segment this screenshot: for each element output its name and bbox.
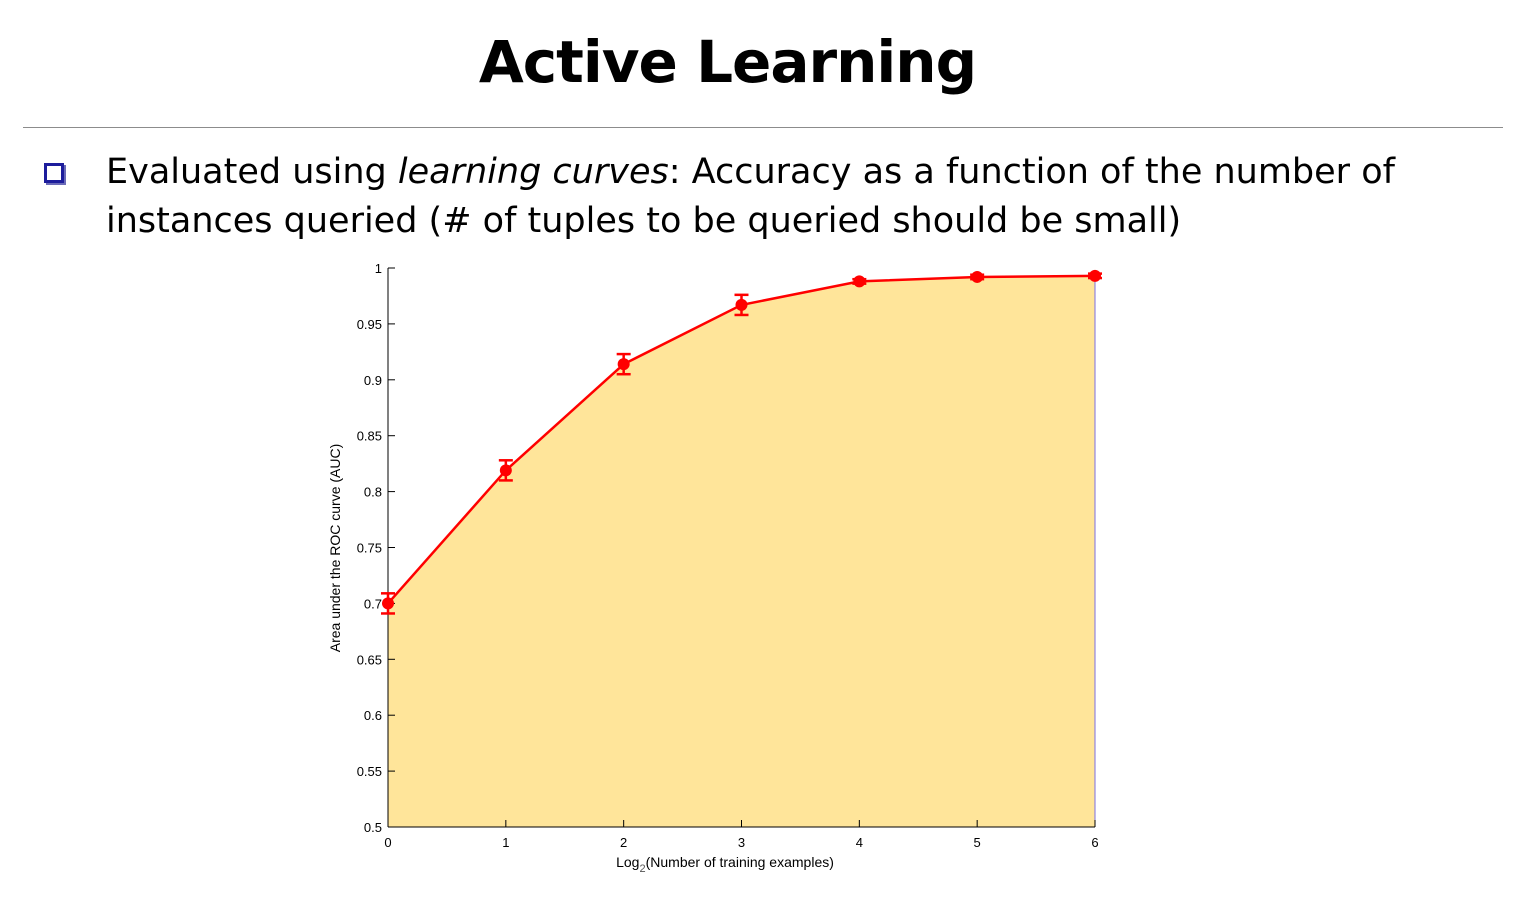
bullet-text-part1: Evaluated using (106, 152, 398, 192)
x-tick-label: 6 (1091, 835, 1098, 850)
x-tick-label: 0 (384, 835, 391, 850)
y-tick-label: 0.75 (357, 541, 382, 556)
area-fill (388, 275, 1095, 827)
data-point (971, 270, 984, 283)
y-tick-label: 0.65 (357, 652, 382, 667)
y-tick-label: 0.85 (357, 429, 382, 444)
x-axis-label-rest: (Number of training examples) (646, 854, 834, 870)
y-tick-label: 0.8 (364, 485, 382, 500)
bullet-text-part2: : Accuracy as a function of the number o… (106, 152, 1395, 241)
x-axis-label-prefix: Log (616, 854, 639, 870)
data-point (499, 464, 512, 477)
x-tick-label: 2 (620, 835, 627, 850)
data-point (853, 275, 866, 288)
checkbox-bullet-icon (44, 163, 64, 183)
bullet-text-emphasis: learning curves (397, 152, 669, 192)
data-point (735, 298, 748, 311)
y-tick-label: 0.7 (364, 596, 382, 611)
x-tick-label: 5 (974, 835, 981, 850)
data-point (1089, 269, 1101, 282)
y-tick-label: 0.9 (364, 373, 382, 388)
x-axis-label-subscript: 2 (639, 863, 645, 875)
data-point (617, 358, 630, 371)
y-tick-label: 0.5 (364, 820, 382, 835)
x-tick-label: 3 (738, 835, 745, 850)
x-tick-label: 4 (856, 835, 863, 850)
y-axis-label: Area under the ROC curve (AUC) (327, 444, 343, 653)
y-tick-label: 0.6 (364, 708, 382, 723)
title-divider (23, 127, 1503, 128)
x-axis-label: Log2(Number of training examples) (616, 854, 834, 875)
y-tick-label: 1 (375, 261, 382, 276)
bullet-text: Evaluated using learning curves: Accurac… (106, 148, 1506, 246)
data-point (382, 597, 394, 610)
x-tick-label: 1 (502, 835, 509, 850)
y-tick-label: 0.55 (357, 764, 382, 779)
y-tick-label: 0.95 (357, 317, 382, 332)
slide-title: Active Learning (478, 28, 977, 96)
